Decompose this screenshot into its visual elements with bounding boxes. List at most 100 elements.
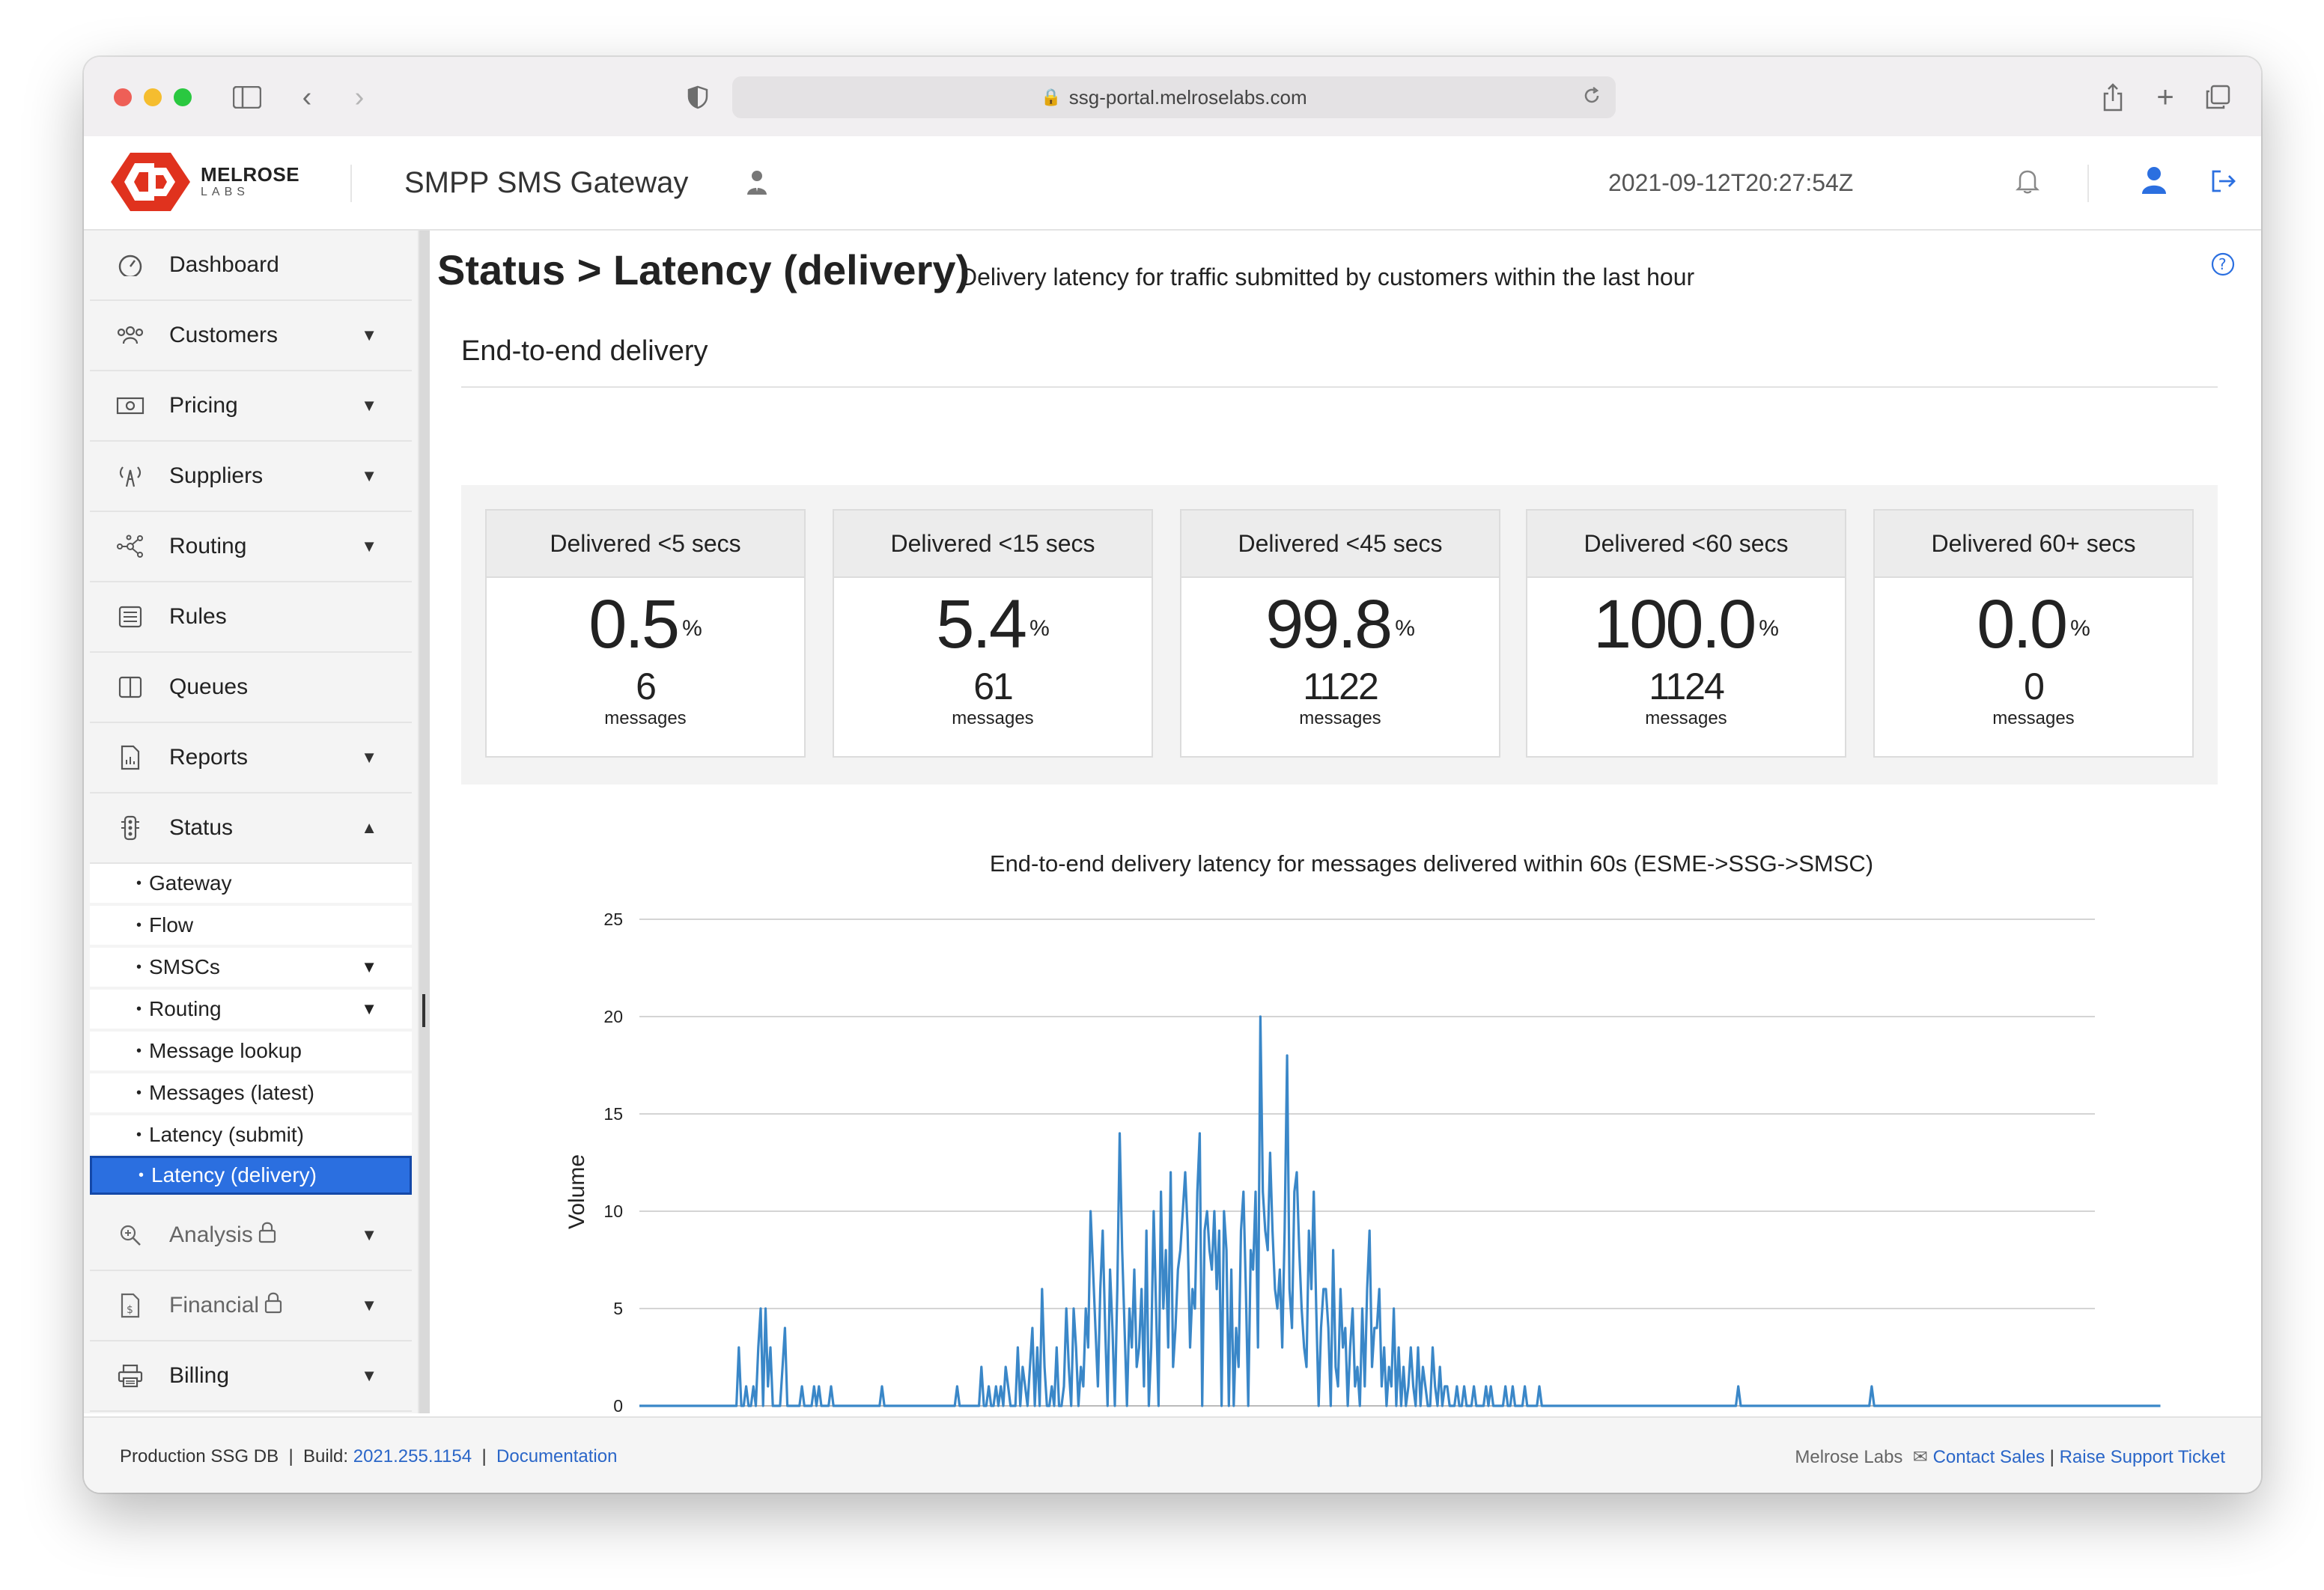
share-icon[interactable] [2095, 79, 2131, 115]
sidebar-item-customers[interactable]: Customers ▼ [90, 301, 412, 371]
sidebar-subitem-latency-submit[interactable]: • Latency (submit) [90, 1115, 412, 1154]
chevron-down-icon: ▼ [361, 1296, 377, 1315]
sidebar-item-routing[interactable]: Routing ▼ [90, 512, 412, 582]
footer-db: Production SSG DB [120, 1446, 279, 1466]
list-icon [115, 606, 145, 628]
sidebar-subitem-smscs[interactable]: • SMSCs ▼ [90, 948, 412, 987]
sidebar-item-dashboard[interactable]: Dashboard [90, 231, 412, 301]
sidebar-item-queues[interactable]: Queues [90, 653, 412, 723]
reload-icon[interactable] [1581, 85, 1602, 112]
logout-icon[interactable] [2210, 169, 2237, 197]
sidebar-subitem-label: Latency (delivery) [151, 1163, 317, 1187]
lock-icon: 🔒 [1041, 88, 1062, 106]
sidebar-subitem-label: Gateway [149, 871, 232, 895]
header-divider-right [2087, 165, 2089, 202]
contact-sales-link[interactable]: Contact Sales [1932, 1447, 2045, 1467]
footer-company: Melrose Labs [1795, 1447, 1903, 1467]
sidebar-subitem-label: Latency (submit) [149, 1123, 304, 1146]
forward-icon[interactable]: › [354, 81, 365, 113]
lock-icon [258, 1221, 277, 1249]
sidebar-item-label: Queues [169, 674, 249, 699]
logo-text: MELROSE [201, 163, 300, 186]
sidebar-item-financial[interactable]: $ Financial ▼ [90, 1271, 412, 1341]
card-unit: messages [1299, 708, 1381, 728]
sidebar-subitem-latency-delivery[interactable]: • Latency (delivery) [90, 1156, 412, 1195]
sidebar-item-label: Customers [169, 323, 279, 347]
card-percentage: 100.0% [1593, 586, 1779, 662]
latency-card: Delivered 60+ secs 0.0% 0 messages [1873, 509, 2194, 758]
sidebar-subitem-flow[interactable]: • Flow [90, 906, 412, 945]
sidebar-subitem-message-lookup[interactable]: • Message lookup [90, 1032, 412, 1070]
footer-build-label: Build: [303, 1446, 349, 1466]
sidebar-item-label: Billing [169, 1363, 230, 1388]
users-icon [115, 324, 145, 347]
sidebar-item-rules[interactable]: Rules [90, 582, 412, 653]
network-icon [115, 534, 145, 558]
chart-series-line [639, 1015, 2161, 1407]
minimize-window-button[interactable] [144, 88, 162, 106]
sidebar-item-billing[interactable]: Billing ▼ [90, 1341, 412, 1412]
chevron-up-icon: ▲ [361, 818, 377, 837]
sidebar-item-pricing[interactable]: Pricing ▼ [90, 371, 412, 442]
card-percentage: 5.4% [936, 586, 1050, 662]
page-title: Status > Latency (delivery) [437, 246, 970, 293]
sidebar-subitem-routing[interactable]: • Routing ▼ [90, 990, 412, 1029]
svg-text:$: $ [127, 1304, 133, 1316]
shield-icon[interactable] [680, 79, 716, 115]
dollar-doc-icon: $ [115, 1293, 145, 1318]
latency-cards: Delivered <5 secs 0.5% 6 messages Delive… [461, 485, 2218, 785]
chart-y-tick-label: 0 [613, 1396, 623, 1416]
app-header: MELROSE LABS SMPP SMS Gateway 2021-09-12… [84, 136, 2261, 231]
sidebar: Dashboard Customers ▼ Pricing ▼ Supplier… [84, 231, 419, 1413]
card-count: 1122 [1303, 665, 1379, 707]
sidebar-item-status[interactable]: Status ▲ [90, 794, 412, 864]
card-header: Delivered <5 secs [487, 511, 804, 578]
report-icon [115, 745, 145, 770]
scrollbar-thumb[interactable] [422, 994, 425, 1027]
printer-icon [115, 1364, 145, 1388]
documentation-link[interactable]: Documentation [496, 1446, 618, 1466]
sidebar-toggle-icon[interactable] [229, 79, 265, 115]
magnify-icon [115, 1223, 145, 1247]
sidebar-item-reports[interactable]: Reports ▼ [90, 723, 412, 794]
latency-card: Delivered <45 secs 99.8% 1122 messages [1180, 509, 1500, 758]
new-tab-icon[interactable]: + [2156, 80, 2174, 114]
notifications-bell-icon[interactable] [2015, 168, 2040, 198]
latency-card: Delivered <15 secs 5.4% 61 messages [833, 509, 1153, 758]
tabs-overview-icon[interactable] [2200, 79, 2236, 115]
card-unit: messages [952, 708, 1034, 728]
sidebar-subitem-gateway[interactable]: • Gateway [90, 864, 412, 903]
chevron-down-icon: ▼ [361, 957, 377, 976]
dashboard-icon [115, 254, 145, 276]
section-divider [461, 386, 2218, 388]
footer-right: Melrose Labs ✉ Contact Sales | Raise Sup… [1795, 1447, 2225, 1467]
latency-chart: End-to-end delivery latency for messages… [565, 850, 2161, 1441]
sidebar-item-label: Routing [169, 534, 247, 558]
sidebar-subitem-label: Routing [149, 997, 222, 1020]
address-bar[interactable]: 🔒 ssg-portal.melroselabs.com [732, 76, 1616, 118]
chevron-down-icon: ▼ [361, 466, 377, 485]
logo-subtext: LABS [201, 186, 249, 198]
back-icon[interactable]: ‹ [302, 81, 312, 113]
chart-y-axis-label: Volume [565, 1154, 589, 1229]
latency-card: Delivered <60 secs 100.0% 1124 messages [1526, 509, 1846, 758]
zoom-window-button[interactable] [174, 88, 192, 106]
chevron-down-icon: ▼ [361, 326, 377, 344]
help-icon[interactable]: ? [2210, 252, 2236, 281]
build-link[interactable]: 2021.255.1154 [353, 1446, 472, 1466]
sidebar-subitem-messages-latest[interactable]: • Messages (latest) [90, 1073, 412, 1112]
melrose-logo-icon[interactable] [109, 150, 192, 218]
sidebar-item-analysis[interactable]: Analysis ▼ [90, 1201, 412, 1271]
chevron-down-icon: ▼ [361, 537, 377, 555]
sidebar-item-suppliers[interactable]: Suppliers ▼ [90, 442, 412, 512]
user-account-icon[interactable] [2141, 166, 2167, 198]
raise-support-ticket-link[interactable]: Raise Support Ticket [2059, 1447, 2225, 1467]
user-role-icon[interactable] [746, 169, 768, 200]
chart-y-tick-label: 25 [603, 910, 623, 929]
sidebar-item-label: Analysis [169, 1222, 253, 1247]
close-window-button[interactable] [114, 88, 132, 106]
sidebar-scrollbar[interactable] [419, 231, 430, 1413]
card-header: Delivered <45 secs [1181, 511, 1499, 578]
sidebar-subitem-label: SMSCs [149, 955, 220, 978]
card-percentage: 0.5% [588, 586, 702, 662]
